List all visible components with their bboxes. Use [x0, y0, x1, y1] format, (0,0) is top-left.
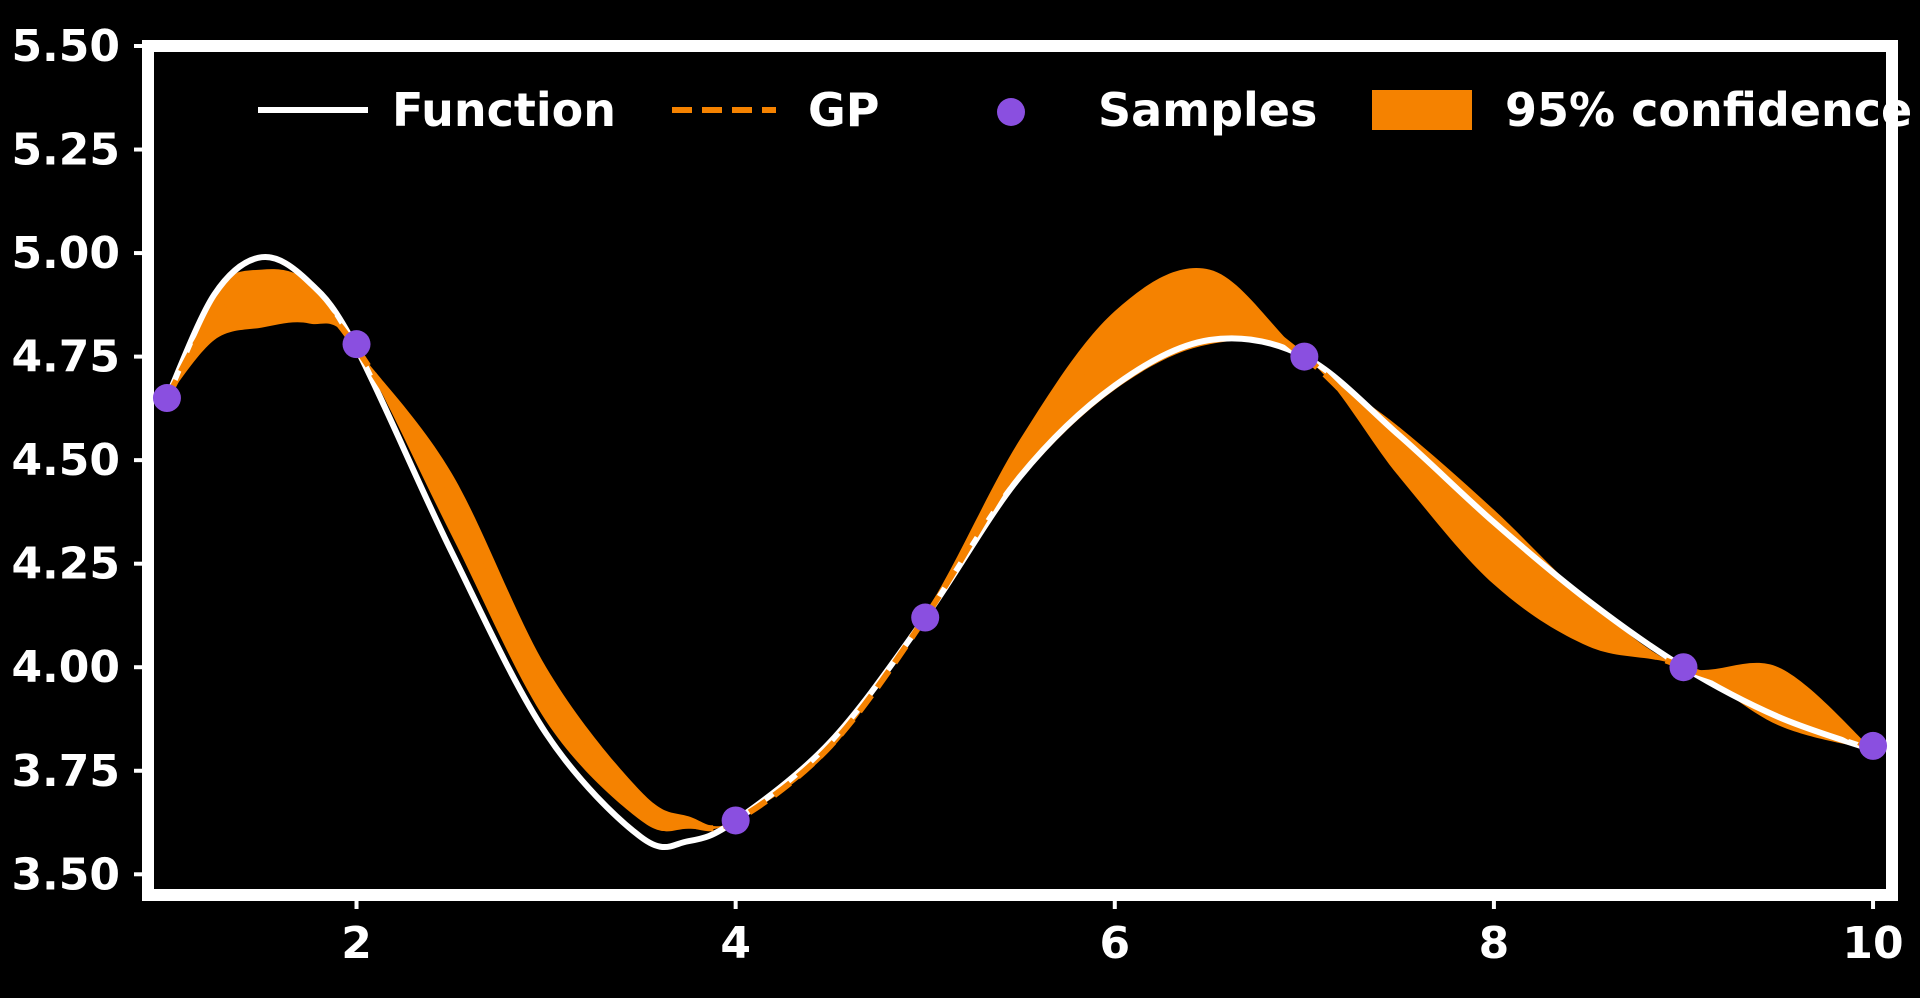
- x-tick-label: 8: [1479, 918, 1510, 969]
- sample-point: [911, 603, 940, 632]
- sample-point: [152, 384, 181, 413]
- legend-label: Function: [392, 83, 616, 137]
- y-tick-label: 5.00: [11, 228, 120, 279]
- x-tick-label: 10: [1842, 918, 1903, 969]
- legend-swatch-samples: [997, 98, 1025, 126]
- y-tick-label: 5.25: [11, 125, 120, 176]
- x-axis: 2 4 6 8 10: [341, 895, 1904, 969]
- x-tick-label: 2: [341, 918, 372, 969]
- y-tick-label: 4.75: [11, 332, 120, 383]
- sample-point: [342, 330, 371, 359]
- sample-point: [721, 806, 750, 835]
- sample-point: [1859, 731, 1888, 760]
- confidence-band: [167, 268, 1873, 832]
- legend-label: 95% confidence: [1505, 83, 1912, 137]
- legend-label: Samples: [1098, 83, 1317, 137]
- sample-point: [1290, 342, 1319, 371]
- gp-mean-line: [164, 286, 1875, 832]
- sample-point: [1669, 653, 1698, 682]
- y-tick-label: 4.00: [11, 642, 120, 693]
- x-tick-label: 6: [1099, 918, 1130, 969]
- legend-swatch-confidence: [1372, 90, 1472, 130]
- legend: Function GP Samples 95% confidence: [258, 83, 1912, 137]
- sample-marker-layer: [152, 330, 1888, 835]
- x-tick-label: 4: [720, 918, 751, 969]
- y-tick-label: 3.75: [11, 746, 120, 797]
- y-axis: 3.50 3.75 4.00 4.25 4.50 4.75 5.00 5.25 5.50: [11, 21, 148, 900]
- y-tick-label: 4.50: [11, 435, 120, 486]
- y-tick-label: 5.50: [11, 21, 120, 72]
- legend-label: GP: [808, 83, 879, 137]
- confidence-band-layer: [167, 268, 1873, 832]
- y-tick-label: 3.50: [11, 849, 120, 900]
- y-tick-label: 4.25: [11, 539, 120, 590]
